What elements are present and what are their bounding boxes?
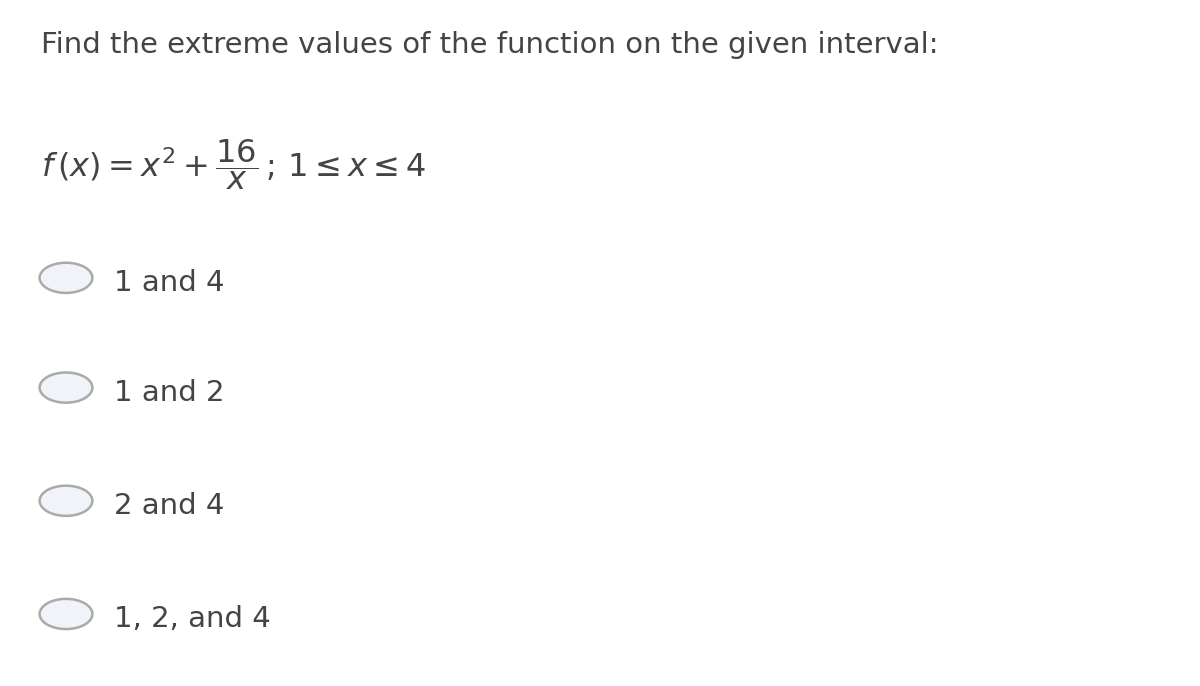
Text: Find the extreme values of the function on the given interval:: Find the extreme values of the function …	[41, 31, 938, 59]
Text: 1 and 4: 1 and 4	[114, 269, 224, 297]
Text: $f\,(x) = x^2 + \dfrac{16}{x}\,;\, 1 \leq x \leq 4$: $f\,(x) = x^2 + \dfrac{16}{x}\,;\, 1 \le…	[41, 137, 426, 192]
Circle shape	[40, 599, 92, 629]
Circle shape	[40, 486, 92, 516]
Text: 1, 2, and 4: 1, 2, and 4	[114, 605, 271, 633]
Circle shape	[40, 263, 92, 293]
Circle shape	[40, 372, 92, 403]
Text: 1 and 2: 1 and 2	[114, 379, 224, 407]
Text: 2 and 4: 2 and 4	[114, 492, 224, 520]
